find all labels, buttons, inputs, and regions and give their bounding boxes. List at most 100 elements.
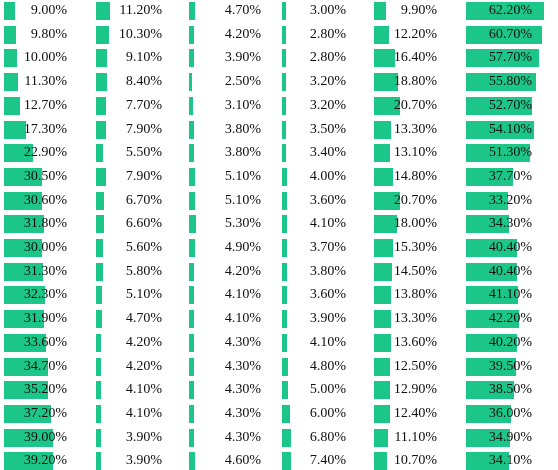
value-label: 57.70%	[488, 50, 532, 66]
value-bar	[96, 452, 101, 470]
table-cell: 3.20%	[282, 96, 350, 115]
value-label: 34.10%	[488, 453, 532, 469]
table-cell: 20.70%	[374, 96, 441, 115]
table-cell: 10.00%	[4, 49, 71, 68]
value-label: 3.60%	[309, 287, 346, 303]
value-label: 4.00%	[309, 168, 346, 184]
value-bar	[466, 452, 509, 470]
value-bar	[466, 333, 517, 352]
value-label: 9.90%	[400, 3, 437, 18]
value-label: 9.10%	[125, 50, 162, 66]
table-cell: 55.80%	[466, 73, 537, 92]
table-cell: 57.70%	[466, 49, 539, 68]
value-bar	[374, 381, 391, 400]
value-label: 30.00%	[23, 240, 67, 255]
value-label: 22.90%	[23, 145, 67, 161]
table-cell: 3.90%	[96, 452, 166, 470]
table-cell: 5.00%	[282, 381, 350, 400]
table-cell: 5.30%	[189, 215, 265, 234]
value-bar	[282, 404, 290, 423]
table-cell: 10.30%	[96, 25, 166, 44]
value-bar	[282, 2, 286, 20]
value-label: 4.20%	[224, 263, 261, 279]
value-bar	[282, 49, 286, 68]
table-cell: 39.20%	[4, 452, 71, 470]
value-bar	[466, 167, 514, 186]
value-label: 11.20%	[119, 3, 162, 18]
table-cell: 6.00%	[282, 404, 350, 423]
value-label: 18.80%	[393, 74, 437, 90]
value-label: 7.40%	[309, 453, 346, 469]
value-bar	[96, 310, 102, 329]
value-label: 12.50%	[393, 358, 437, 374]
value-label: 4.10%	[125, 405, 162, 421]
table-cell: 4.60%	[189, 452, 265, 470]
value-bar	[96, 239, 104, 257]
value-bar	[4, 167, 43, 186]
value-bar	[4, 381, 49, 400]
table-cell: 31.80%	[4, 215, 71, 234]
value-bar	[4, 120, 26, 139]
value-label: 4.20%	[125, 358, 162, 374]
value-bar	[4, 191, 43, 210]
value-label: 37.70%	[488, 168, 532, 184]
value-bar	[4, 262, 44, 281]
table-cell: 12.90%	[374, 381, 441, 400]
value-bar	[4, 333, 47, 352]
value-label: 4.30%	[224, 382, 261, 398]
value-bar	[4, 144, 33, 163]
value-bar	[96, 404, 102, 423]
value-label: 6.70%	[125, 192, 162, 208]
value-bar	[189, 333, 195, 352]
value-bar	[189, 96, 193, 115]
value-label: 7.90%	[125, 168, 162, 184]
value-label: 8.40%	[125, 74, 162, 90]
value-label: 4.30%	[224, 334, 261, 350]
value-label: 34.90%	[488, 429, 532, 445]
table-cell: 6.70%	[96, 191, 166, 210]
value-bar	[282, 310, 287, 329]
table-cell: 5.10%	[189, 167, 265, 186]
table-cell: 41.10%	[466, 286, 536, 305]
value-bar	[282, 452, 292, 470]
table-cell: 9.80%	[4, 25, 71, 44]
table-cell: 30.60%	[4, 191, 71, 210]
value-bar	[189, 191, 196, 210]
value-bar	[282, 239, 287, 257]
value-label: 2.80%	[309, 26, 346, 42]
table-cell: 39.50%	[466, 357, 536, 376]
value-label: 4.90%	[224, 240, 261, 255]
value-label: 5.00%	[309, 382, 346, 398]
value-bar	[96, 262, 104, 281]
table-cell: 39.00%	[4, 428, 71, 447]
value-bar	[189, 25, 195, 44]
value-label: 2.50%	[224, 74, 261, 90]
table-cell: 3.40%	[282, 144, 350, 163]
table-cell: 30.50%	[4, 167, 71, 186]
value-label: 2.80%	[309, 50, 346, 66]
value-label: 39.20%	[23, 453, 67, 469]
value-bar	[374, 191, 401, 210]
value-bar	[466, 262, 517, 281]
value-label: 3.90%	[309, 311, 346, 327]
table-cell: 4.30%	[189, 333, 265, 352]
value-bar	[4, 357, 48, 376]
value-label: 51.30%	[488, 145, 532, 161]
value-label: 30.60%	[23, 192, 67, 208]
value-bar	[466, 73, 537, 92]
value-bar	[466, 120, 534, 139]
value-label: 41.10%	[488, 287, 532, 303]
value-bar	[96, 215, 105, 234]
value-label: 3.90%	[125, 429, 162, 445]
value-bar	[374, 286, 392, 305]
table-cell: 4.80%	[282, 357, 350, 376]
table-cell: 5.10%	[189, 191, 265, 210]
value-bar	[189, 310, 195, 329]
value-bar	[96, 333, 102, 352]
value-bar	[282, 381, 289, 400]
table-cell: 9.00%	[4, 2, 71, 20]
table-cell: 42.20%	[466, 310, 536, 329]
value-label: 12.40%	[393, 405, 437, 421]
value-label: 4.30%	[224, 429, 261, 445]
table-cell: 32.30%	[4, 286, 71, 305]
